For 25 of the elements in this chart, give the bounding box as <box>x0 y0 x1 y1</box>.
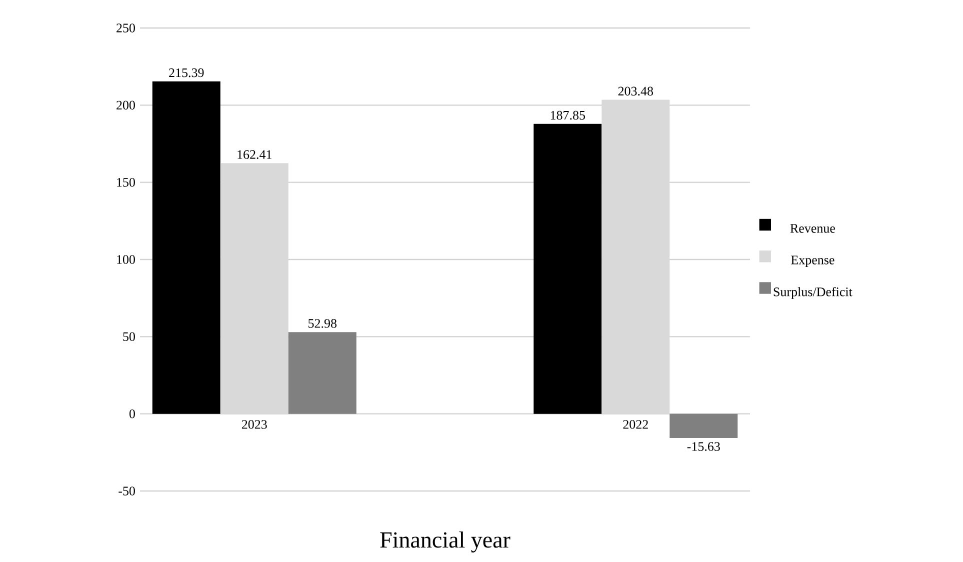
legend-label: Expense <box>791 256 834 267</box>
y-tick-label: 150 <box>117 178 135 187</box>
bar <box>220 163 288 414</box>
data-label: 52.98 <box>308 319 337 328</box>
x-tick-label: 2022 <box>623 420 648 429</box>
legend-label: Surplus/Deficit <box>774 286 852 299</box>
y-tick-label: 250 <box>116 24 135 32</box>
x-tick-label: 2023 <box>242 420 267 429</box>
y-tick-label: 100 <box>117 255 135 264</box>
y-tick-label: -50 <box>118 486 135 496</box>
data-label: 215.39 <box>169 68 204 78</box>
y-tick-label: 200 <box>116 100 135 110</box>
bar <box>288 332 356 414</box>
data-label: -15.63 <box>687 442 720 451</box>
bar <box>152 81 220 414</box>
data-label: 187.85 <box>550 110 586 120</box>
y-tick-label: 0 <box>129 409 135 418</box>
x-axis-title: Financial year <box>380 532 510 552</box>
bar <box>602 100 670 414</box>
legend-label: Revenue <box>790 224 835 233</box>
bar <box>670 414 738 438</box>
data-label: 162.41 <box>238 150 272 159</box>
y-tick-label: 50 <box>123 332 135 342</box>
data-label: 203.48 <box>618 86 654 96</box>
bar <box>534 124 602 414</box>
